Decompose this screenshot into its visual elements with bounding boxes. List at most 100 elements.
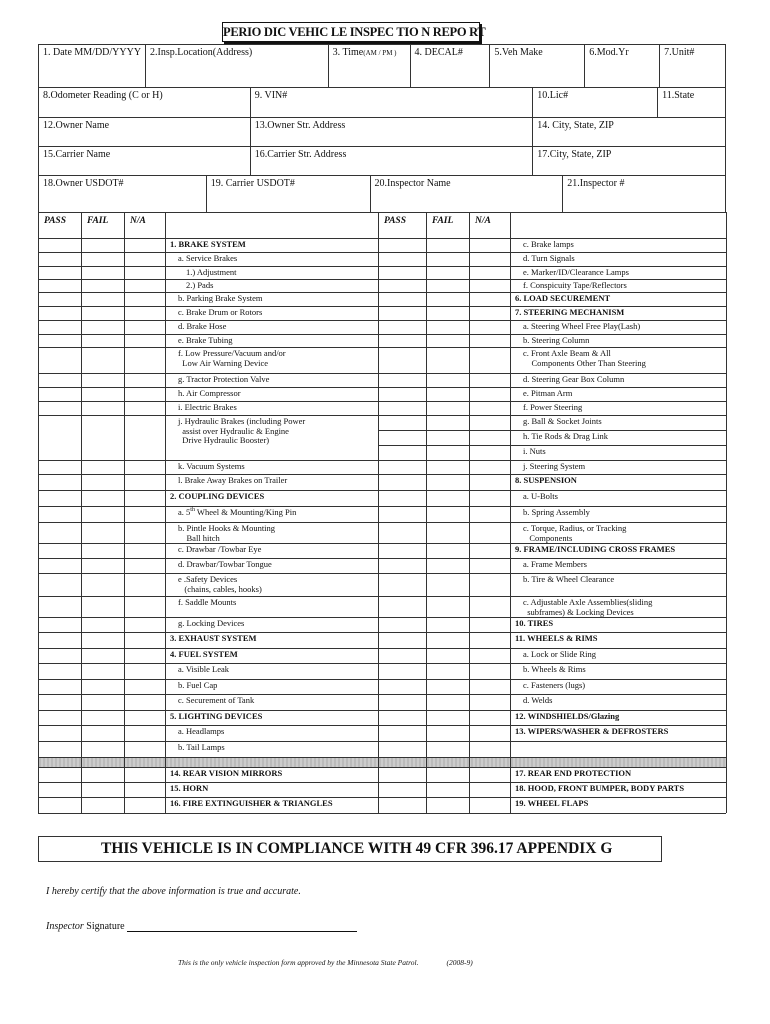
header-field[interactable]: 14. City, State, ZIP: [533, 117, 726, 146]
header-field[interactable]: 11.State: [658, 87, 726, 117]
pass-checkbox-cell[interactable]: [39, 335, 82, 347]
header-field[interactable]: 21.Inspector #: [563, 175, 726, 212]
fail-checkbox-cell[interactable]: [427, 559, 470, 573]
na-checkbox-cell[interactable]: [125, 416, 166, 460]
fail-checkbox-cell[interactable]: [427, 239, 470, 252]
na-checkbox-cell[interactable]: [470, 431, 511, 445]
fail-checkbox-cell[interactable]: [427, 374, 470, 387]
fail-checkbox-cell[interactable]: [82, 523, 125, 543]
pass-checkbox-cell[interactable]: [39, 711, 82, 725]
na-checkbox-cell[interactable]: [470, 544, 511, 558]
signature-line[interactable]: [126, 922, 357, 932]
pass-checkbox-cell[interactable]: [379, 544, 427, 558]
fail-checkbox-cell[interactable]: [427, 491, 470, 506]
pass-checkbox-cell[interactable]: [39, 293, 82, 306]
na-checkbox-cell[interactable]: [470, 491, 511, 506]
na-checkbox-cell[interactable]: [470, 597, 511, 617]
fail-checkbox-cell[interactable]: [82, 253, 125, 266]
na-checkbox-cell[interactable]: [470, 649, 511, 663]
header-field[interactable]: 8.Odometer Reading (C or H): [39, 87, 251, 117]
pass-checkbox-cell[interactable]: [39, 742, 82, 757]
fail-checkbox-cell[interactable]: [82, 461, 125, 474]
header-field[interactable]: 9. VIN#: [250, 87, 534, 117]
fail-checkbox-cell[interactable]: [82, 680, 125, 694]
fail-checkbox-cell[interactable]: [82, 348, 125, 373]
na-checkbox-cell[interactable]: [125, 307, 166, 320]
na-checkbox-cell[interactable]: [125, 798, 166, 813]
pass-checkbox-cell[interactable]: [39, 618, 82, 632]
na-checkbox-cell[interactable]: [470, 798, 511, 813]
fail-checkbox-cell[interactable]: [82, 544, 125, 558]
na-checkbox-cell[interactable]: [470, 402, 511, 415]
pass-checkbox-cell[interactable]: [379, 293, 427, 306]
fail-checkbox-cell[interactable]: [427, 597, 470, 617]
na-checkbox-cell[interactable]: [470, 374, 511, 387]
fail-checkbox-cell[interactable]: [82, 307, 125, 320]
header-field[interactable]: 10.Lic#: [533, 87, 659, 117]
pass-checkbox-cell[interactable]: [379, 475, 427, 490]
na-checkbox-cell[interactable]: [125, 559, 166, 573]
pass-checkbox-cell[interactable]: [379, 523, 427, 543]
na-checkbox-cell[interactable]: [470, 507, 511, 522]
na-checkbox-cell[interactable]: [125, 253, 166, 266]
fail-checkbox-cell[interactable]: [427, 544, 470, 558]
na-checkbox-cell[interactable]: [125, 374, 166, 387]
fail-checkbox-cell[interactable]: [427, 523, 470, 543]
pass-checkbox-cell[interactable]: [39, 491, 82, 506]
fail-checkbox-cell[interactable]: [82, 374, 125, 387]
fail-checkbox-cell[interactable]: [82, 416, 125, 460]
header-field[interactable]: 3. Time(AM / PM ): [328, 44, 411, 87]
fail-checkbox-cell[interactable]: [82, 783, 125, 797]
fail-checkbox-cell[interactable]: [427, 348, 470, 373]
na-checkbox-cell[interactable]: [470, 416, 511, 430]
fail-checkbox-cell[interactable]: [427, 280, 470, 292]
na-checkbox-cell[interactable]: [125, 388, 166, 401]
pass-checkbox-cell[interactable]: [39, 475, 82, 490]
pass-checkbox-cell[interactable]: [39, 374, 82, 387]
na-checkbox-cell[interactable]: [125, 680, 166, 694]
fail-checkbox-cell[interactable]: [427, 335, 470, 347]
fail-checkbox-cell[interactable]: [82, 618, 125, 632]
signature-field[interactable]: Inspector Signature: [46, 921, 357, 932]
na-checkbox-cell[interactable]: [470, 461, 511, 474]
header-field[interactable]: 15.Carrier Name: [39, 146, 251, 175]
na-checkbox-cell[interactable]: [470, 742, 511, 757]
na-checkbox-cell[interactable]: [470, 321, 511, 334]
pass-checkbox-cell[interactable]: [39, 416, 82, 460]
pass-checkbox-cell[interactable]: [379, 321, 427, 334]
pass-checkbox-cell[interactable]: [39, 597, 82, 617]
fail-checkbox-cell[interactable]: [427, 402, 470, 415]
pass-checkbox-cell[interactable]: [39, 461, 82, 474]
pass-checkbox-cell[interactable]: [39, 253, 82, 266]
pass-checkbox-cell[interactable]: [379, 374, 427, 387]
fail-checkbox-cell[interactable]: [427, 633, 470, 648]
fail-checkbox-cell[interactable]: [427, 649, 470, 663]
na-checkbox-cell[interactable]: [470, 348, 511, 373]
pass-checkbox-cell[interactable]: [379, 618, 427, 632]
header-field[interactable]: 18.Owner USDOT#: [39, 175, 207, 212]
fail-checkbox-cell[interactable]: [427, 388, 470, 401]
na-checkbox-cell[interactable]: [125, 695, 166, 710]
fail-checkbox-cell[interactable]: [82, 695, 125, 710]
pass-checkbox-cell[interactable]: [39, 633, 82, 648]
na-checkbox-cell[interactable]: [125, 633, 166, 648]
na-checkbox-cell[interactable]: [470, 618, 511, 632]
fail-checkbox-cell[interactable]: [82, 664, 125, 679]
na-checkbox-cell[interactable]: [470, 307, 511, 320]
na-checkbox-cell[interactable]: [470, 267, 511, 279]
pass-checkbox-cell[interactable]: [379, 335, 427, 347]
na-checkbox-cell[interactable]: [125, 267, 166, 279]
header-field[interactable]: 2.Insp.Location(Address): [146, 44, 329, 87]
pass-checkbox-cell[interactable]: [379, 574, 427, 596]
fail-checkbox-cell[interactable]: [82, 475, 125, 490]
pass-checkbox-cell[interactable]: [379, 348, 427, 373]
header-field[interactable]: 17.City, State, ZIP: [533, 146, 726, 175]
pass-checkbox-cell[interactable]: [39, 544, 82, 558]
na-checkbox-cell[interactable]: [125, 523, 166, 543]
pass-checkbox-cell[interactable]: [379, 742, 427, 757]
pass-checkbox-cell[interactable]: [39, 348, 82, 373]
fail-checkbox-cell[interactable]: [82, 491, 125, 506]
pass-checkbox-cell[interactable]: [379, 402, 427, 415]
pass-checkbox-cell[interactable]: [39, 695, 82, 710]
pass-checkbox-cell[interactable]: [39, 649, 82, 663]
